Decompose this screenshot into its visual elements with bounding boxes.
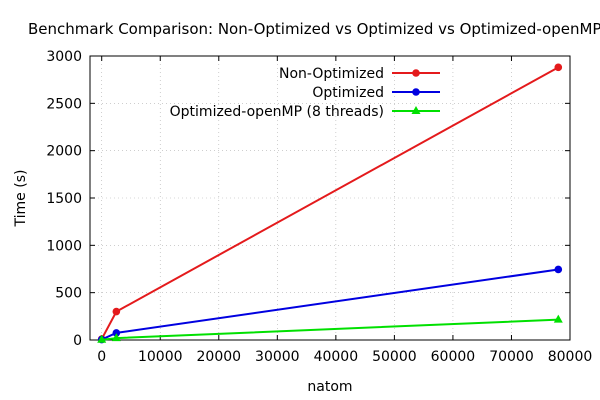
data-series bbox=[97, 63, 563, 344]
legend-swatch-marker bbox=[411, 106, 421, 114]
data-point bbox=[554, 265, 563, 274]
x-tick-label: 0 bbox=[97, 349, 106, 365]
x-axis-label: natom bbox=[307, 379, 352, 395]
legend-item: Optimized bbox=[312, 85, 440, 101]
legend-swatch-marker bbox=[412, 69, 420, 77]
data-point bbox=[97, 334, 107, 343]
legend: Non-Optimized Optimized Optimized-openMP (… bbox=[170, 66, 440, 120]
legend-swatch-marker bbox=[412, 88, 420, 96]
x-tick-label: 80000 bbox=[548, 349, 593, 365]
y-tick-label: 1000 bbox=[46, 238, 82, 254]
x-tick-label: 20000 bbox=[197, 349, 242, 365]
axis-ticks: 0 10000 20000 30000 40000 50000 60000 70000 8000… bbox=[46, 49, 592, 365]
legend-label: Optimized-openMP (8 threads) bbox=[170, 104, 384, 120]
x-tick-label: 30000 bbox=[255, 349, 300, 365]
y-tick-label: 0 bbox=[73, 333, 82, 349]
x-tick-label: 40000 bbox=[314, 349, 359, 365]
data-point bbox=[112, 307, 121, 316]
y-tick-label: 500 bbox=[55, 286, 82, 302]
x-tick-label: 50000 bbox=[372, 349, 417, 365]
x-tick-label: 70000 bbox=[489, 349, 534, 365]
chart-title: Benchmark Comparison: Non-Optimized vs O… bbox=[28, 20, 600, 38]
data-point bbox=[111, 333, 121, 342]
y-axis-label: Time (s) bbox=[13, 170, 29, 228]
legend-label: Non-Optimized bbox=[279, 66, 384, 82]
series-line bbox=[101, 318, 559, 341]
y-tick-label: 1500 bbox=[46, 191, 82, 207]
data-point bbox=[553, 314, 563, 323]
legend-item: Non-Optimized bbox=[279, 66, 440, 82]
x-tick-label: 10000 bbox=[138, 349, 183, 365]
data-point bbox=[112, 329, 121, 337]
x-tick-label: 60000 bbox=[431, 349, 476, 365]
chart-title-group: Benchmark Comparison: Non-Optimized vs O… bbox=[28, 20, 600, 38]
y-tick-label: 2500 bbox=[46, 96, 82, 112]
legend-label: Optimized bbox=[312, 85, 384, 101]
y-tick-label: 3000 bbox=[46, 49, 82, 65]
series-optimized bbox=[97, 265, 563, 344]
series-optimized-openmp-8-threads bbox=[97, 314, 563, 343]
data-point bbox=[554, 63, 563, 72]
y-tick-label: 2000 bbox=[46, 144, 82, 160]
legend-item: Optimized-openMP (8 threads) bbox=[170, 104, 440, 120]
